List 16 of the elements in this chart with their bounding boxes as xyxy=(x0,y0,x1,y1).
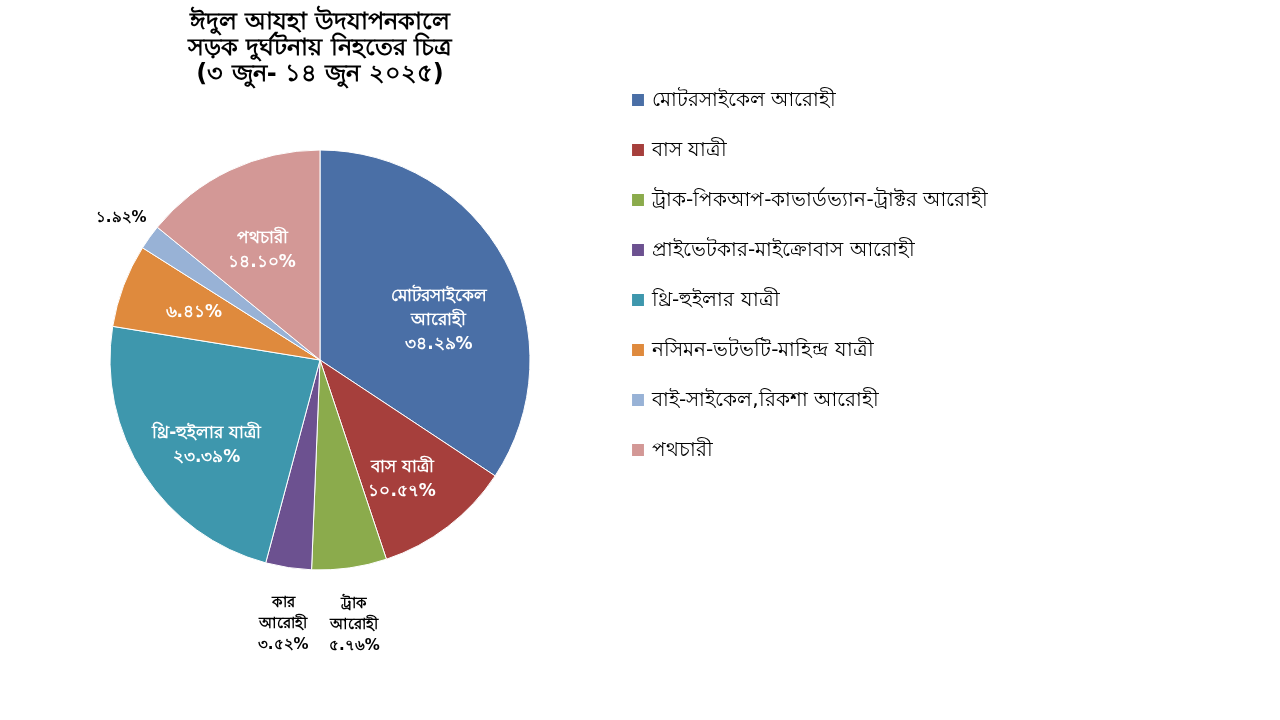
data-label: ট্রাক আরোহী ৫.৭৬% xyxy=(329,592,380,654)
legend-label: পথচারী xyxy=(652,437,713,461)
legend-label: মোটরসাইকেল আরোহী xyxy=(652,87,837,111)
data-label: ৬.৪১% xyxy=(165,301,223,322)
legend-label: থ্রি-হুইলার যাত্রী xyxy=(651,287,780,311)
data-label: থ্রি-হুইলার যাত্রী ২৩.৩৯% xyxy=(151,421,263,467)
data-label: মোটরসাইকেল আরোহী ৩৪.২৯% xyxy=(390,284,488,354)
legend-label: বাস যাত্রী xyxy=(651,137,728,161)
data-label: বাস যাত্রী ১০.৫৭% xyxy=(368,455,436,501)
data-label: কার আরোহী ৩.৫২% xyxy=(257,593,309,654)
legend-label: প্রাইভেটকার-মাইক্রোবাস আরোহী xyxy=(652,237,915,261)
legend-label: বাই-সাইকেল,রিকশা আরোহী xyxy=(651,387,879,411)
data-label: পথচারী ১৪.১০% xyxy=(228,226,296,272)
data-label: ১.৯২% xyxy=(95,207,147,226)
legend-label: নসিমন-ভটভটি-মাহিন্দ্র যাত্রী xyxy=(651,337,874,361)
legend-label: ট্রাক-পিকআপ-কাভার্ডভ্যান-ট্রাক্টর আরোহী xyxy=(651,187,989,211)
